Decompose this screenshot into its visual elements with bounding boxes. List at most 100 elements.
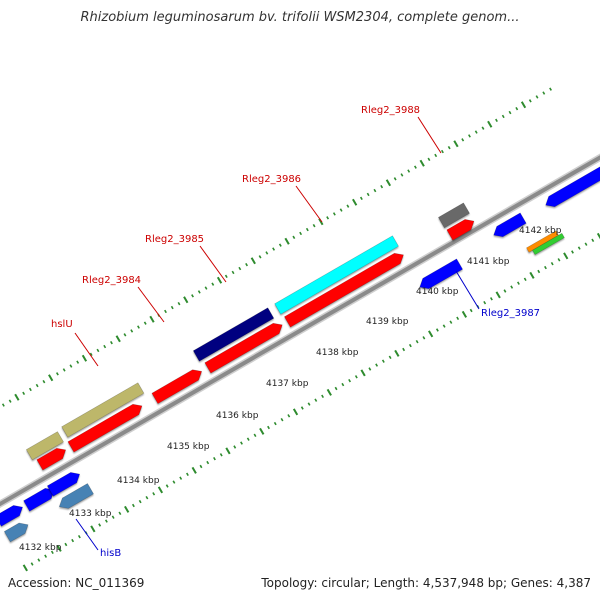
outer-major-tick xyxy=(352,198,358,206)
outer-minor-tick xyxy=(339,208,343,212)
gray-feature xyxy=(437,202,470,229)
inner-minor-tick xyxy=(50,550,54,554)
inner-minor-tick xyxy=(199,464,203,469)
outer-minor-tick xyxy=(28,387,32,392)
khaki-feature-2 xyxy=(61,382,145,438)
gene-label: hisB xyxy=(100,548,121,559)
inner-minor-tick xyxy=(165,484,169,488)
outer-minor-tick xyxy=(170,305,174,310)
scale-label: 4138 kbp xyxy=(316,348,359,358)
outer-minor-tick xyxy=(508,110,512,115)
outer-minor-tick xyxy=(96,348,100,353)
outer-major-tick xyxy=(520,101,527,109)
steelblue-feature-2 xyxy=(58,483,94,509)
scale-label: 4139 kbp xyxy=(366,317,409,327)
outer-minor-tick xyxy=(55,372,59,376)
scale-label: 4142 kbp xyxy=(519,226,562,236)
inner-minor-tick xyxy=(287,414,291,418)
inner-minor-tick xyxy=(571,250,574,254)
inner-minor-tick xyxy=(138,499,142,504)
outer-minor-tick xyxy=(123,333,127,337)
outer-minor-tick xyxy=(380,184,384,189)
outer-minor-tick xyxy=(407,169,411,173)
red-feature-4 xyxy=(204,322,283,374)
inner-minor-tick xyxy=(253,433,257,437)
outer-minor-tick xyxy=(332,212,336,216)
inner-minor-tick xyxy=(435,328,439,332)
inner-minor-tick xyxy=(280,417,284,422)
leader-line xyxy=(75,518,99,551)
outer-major-tick xyxy=(284,237,290,245)
scale-label: 4134 kbp xyxy=(117,476,160,486)
inner-minor-tick xyxy=(381,359,385,363)
inner-major-tick xyxy=(326,388,332,396)
khaki-feature-1 xyxy=(25,431,64,461)
outer-minor-tick xyxy=(164,309,167,314)
outer-minor-tick xyxy=(69,364,73,368)
leader-line xyxy=(74,332,99,367)
inner-minor-tick xyxy=(172,480,176,484)
inner-minor-tick xyxy=(503,289,507,293)
inner-minor-tick xyxy=(544,265,547,270)
inner-tick-ring xyxy=(22,232,600,572)
inner-major-tick xyxy=(259,427,265,435)
red-feature-3 xyxy=(151,369,203,405)
inner-major-tick xyxy=(191,466,197,474)
scale-label: 4136 kbp xyxy=(216,411,259,421)
outer-minor-tick xyxy=(42,379,46,384)
inner-major-tick xyxy=(394,349,400,357)
outer-minor-tick xyxy=(373,188,377,193)
inner-minor-tick xyxy=(523,277,527,281)
leader-line xyxy=(417,116,442,154)
outer-minor-tick xyxy=(549,87,552,91)
inner-minor-tick xyxy=(334,386,338,391)
backbone xyxy=(0,153,600,509)
feature-track xyxy=(0,166,600,543)
inner-minor-tick xyxy=(415,339,419,344)
inner-major-tick xyxy=(292,408,299,416)
outer-minor-tick xyxy=(231,270,235,275)
outer-minor-tick xyxy=(238,266,242,271)
gene-label: Rleg2_3986 xyxy=(242,174,301,185)
inner-minor-tick xyxy=(591,238,595,242)
inner-minor-tick xyxy=(341,382,345,387)
scale-label: 4133 kbp xyxy=(69,509,112,519)
inner-minor-tick xyxy=(118,511,122,515)
inner-minor-tick xyxy=(483,300,487,305)
outer-minor-tick xyxy=(245,262,249,267)
scale-label: 4132 kbp xyxy=(19,543,62,553)
outer-major-tick xyxy=(14,393,20,401)
outer-minor-tick xyxy=(346,204,350,208)
inner-major-tick xyxy=(225,447,231,455)
gene-label: Rleg2_3985 xyxy=(145,234,204,245)
outer-major-tick xyxy=(48,374,54,382)
leader-line xyxy=(199,245,227,283)
outer-minor-tick xyxy=(542,91,546,95)
scale-label: 4135 kbp xyxy=(167,442,210,452)
outer-minor-tick xyxy=(441,149,444,154)
outer-minor-tick xyxy=(8,399,12,403)
outer-major-tick xyxy=(385,179,392,187)
inner-minor-tick xyxy=(388,355,392,359)
topology-summary: Topology: circular; Length: 4,537,948 bp… xyxy=(261,576,591,590)
inner-minor-tick xyxy=(71,538,75,543)
outer-minor-tick xyxy=(413,165,417,169)
outer-minor-tick xyxy=(535,95,539,99)
inner-minor-tick xyxy=(240,441,243,445)
outer-minor-tick xyxy=(366,192,370,197)
green-feature xyxy=(532,232,565,256)
outer-major-tick xyxy=(149,315,155,323)
inner-major-tick xyxy=(495,291,501,299)
inner-minor-tick xyxy=(348,378,352,383)
gene-label: Rleg2_3988 xyxy=(361,105,420,116)
inner-minor-tick xyxy=(368,367,372,371)
inner-minor-tick xyxy=(273,421,277,426)
inner-minor-tick xyxy=(307,402,311,406)
scale-label: 4140 kbp xyxy=(416,287,459,297)
inner-minor-tick xyxy=(375,363,379,367)
outer-minor-tick xyxy=(305,227,309,232)
inner-minor-tick xyxy=(442,324,446,328)
inner-minor-tick xyxy=(246,437,250,441)
outer-minor-tick xyxy=(272,247,276,251)
